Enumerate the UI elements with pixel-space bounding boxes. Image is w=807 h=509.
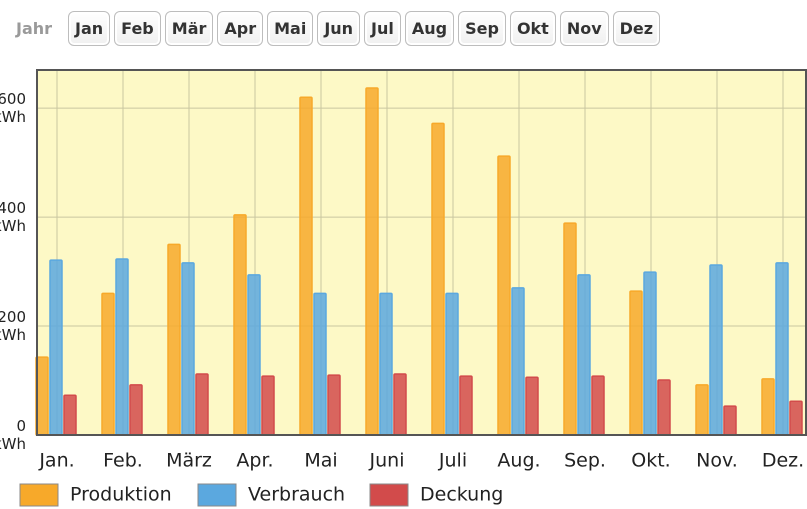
month-button[interactable]: Jun bbox=[317, 11, 361, 46]
bar bbox=[723, 405, 737, 436]
bar bbox=[431, 122, 445, 436]
x-tick-label: Mai bbox=[304, 450, 337, 472]
month-button[interactable]: Jul bbox=[364, 11, 401, 46]
bar bbox=[181, 262, 195, 436]
month-button[interactable]: Feb bbox=[114, 11, 161, 46]
bar bbox=[657, 379, 671, 436]
bar bbox=[247, 274, 261, 436]
bar bbox=[63, 394, 77, 436]
bar bbox=[643, 271, 657, 436]
bar bbox=[129, 384, 143, 436]
bar bbox=[709, 264, 723, 436]
bar bbox=[629, 290, 643, 436]
month-button[interactable]: Jan bbox=[68, 11, 111, 46]
x-tick-label: Juni bbox=[369, 450, 405, 472]
legend-swatch bbox=[197, 483, 237, 507]
legend-label: Verbrauch bbox=[248, 484, 345, 506]
x-tick-label: Dez. bbox=[762, 450, 804, 472]
plot-area bbox=[37, 70, 806, 435]
month-button[interactable]: Sep bbox=[458, 11, 506, 46]
bar bbox=[761, 378, 775, 436]
plot-border bbox=[36, 69, 807, 436]
x-tick-label: Juli bbox=[438, 450, 467, 472]
legend-swatch bbox=[19, 483, 59, 507]
month-button[interactable]: Aug bbox=[404, 11, 455, 46]
bar bbox=[695, 384, 709, 436]
month-button[interactable]: Mai bbox=[267, 11, 314, 46]
month-button[interactable]: Dez bbox=[612, 11, 661, 46]
bar bbox=[313, 292, 327, 436]
bar bbox=[459, 375, 473, 436]
x-tick-label: März bbox=[166, 450, 212, 472]
x-tick-label: Nov. bbox=[696, 450, 738, 472]
bar bbox=[775, 262, 789, 436]
y-tick-label: 600kWh bbox=[0, 90, 26, 126]
y-tick-label: 0kWh bbox=[0, 417, 26, 453]
x-tick-label: Okt. bbox=[631, 450, 670, 472]
month-button[interactable]: Mär bbox=[164, 11, 214, 46]
month-button[interactable]: Nov bbox=[559, 11, 609, 46]
bar bbox=[393, 373, 407, 436]
bar bbox=[233, 214, 247, 436]
x-tick-label: Apr. bbox=[236, 450, 273, 472]
bar bbox=[49, 259, 63, 436]
bar bbox=[511, 287, 525, 436]
bar bbox=[167, 243, 181, 436]
bar bbox=[445, 292, 459, 436]
bar bbox=[115, 258, 129, 436]
nav-label[interactable]: Jahr bbox=[16, 19, 53, 38]
legend-swatch bbox=[369, 483, 409, 507]
bar bbox=[299, 96, 313, 436]
x-tick-label: Feb. bbox=[103, 450, 143, 472]
legend-label: Deckung bbox=[420, 484, 503, 506]
bar bbox=[789, 400, 803, 436]
month-button[interactable]: Okt bbox=[509, 11, 556, 46]
legend-label: Produktion bbox=[70, 484, 172, 506]
bar bbox=[525, 376, 539, 436]
bar bbox=[101, 292, 115, 436]
x-tick-label: Sep. bbox=[564, 450, 606, 472]
bar bbox=[591, 375, 605, 436]
y-tick-label: 400kWh bbox=[0, 199, 26, 235]
bar bbox=[563, 222, 577, 436]
bar bbox=[365, 87, 379, 436]
month-button[interactable]: Apr bbox=[217, 11, 264, 46]
bar bbox=[497, 155, 511, 436]
y-tick-label: 200kWh bbox=[0, 308, 26, 344]
bar bbox=[577, 274, 591, 436]
period-nav: Jahr Jan Feb Mär Apr Mai Jun Jul Aug Sep Okt Nov De… bbox=[16, 11, 661, 46]
bar bbox=[327, 374, 341, 436]
bar bbox=[379, 292, 393, 436]
bar bbox=[261, 375, 275, 436]
bar bbox=[195, 373, 209, 436]
x-tick-label: Aug. bbox=[497, 450, 540, 472]
x-tick-label: Jan. bbox=[38, 450, 74, 472]
